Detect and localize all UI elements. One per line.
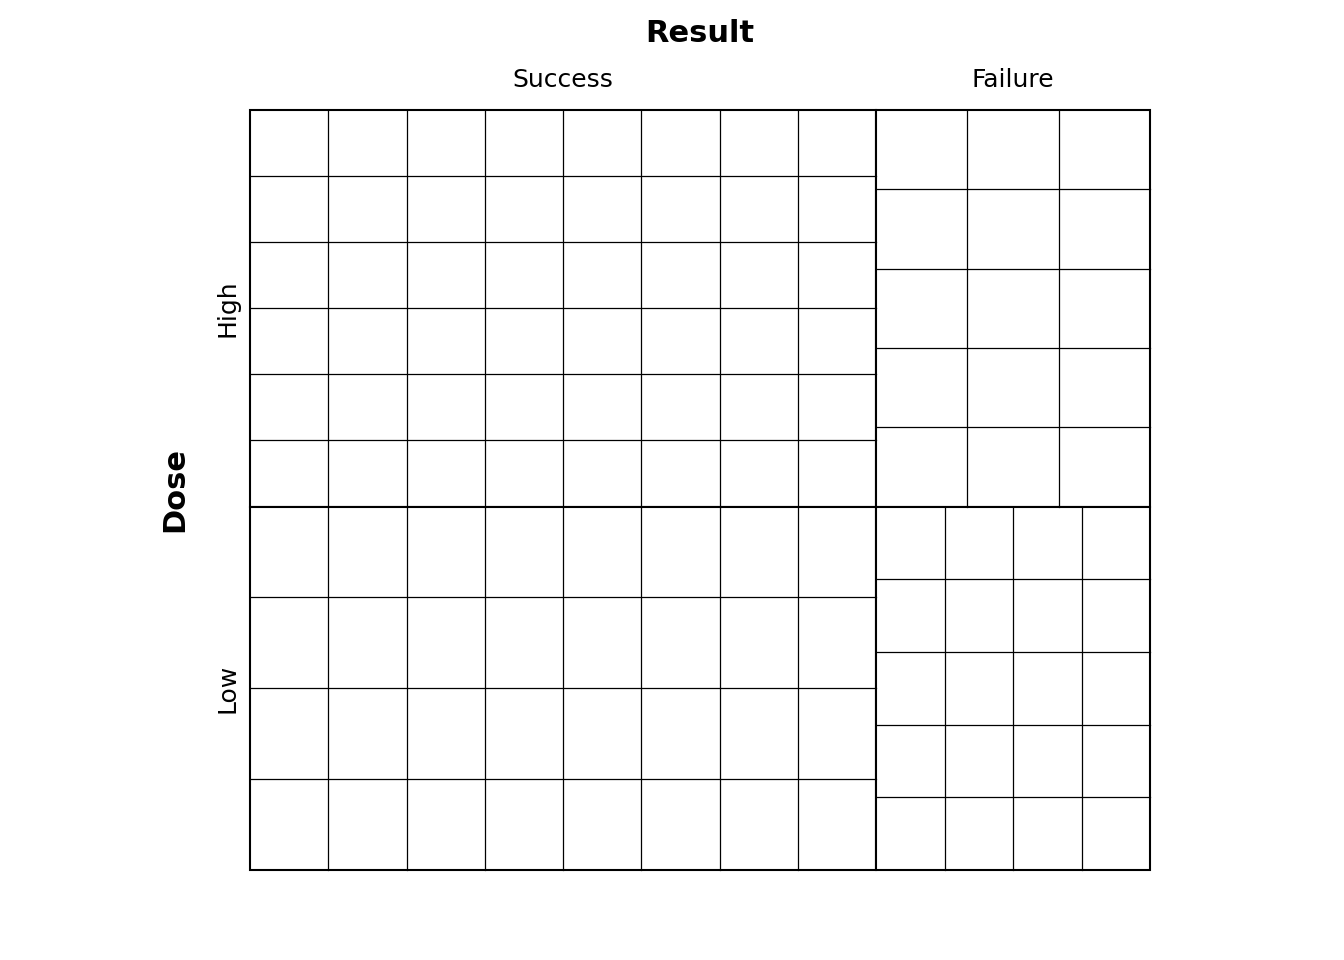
Text: Failure: Failure	[972, 68, 1054, 92]
Text: Low: Low	[216, 663, 241, 713]
Text: High: High	[216, 279, 241, 337]
Text: Success: Success	[512, 68, 613, 92]
Bar	[250, 110, 876, 507]
Bar	[876, 110, 1150, 507]
Bar	[876, 507, 1150, 870]
Bar	[250, 507, 876, 870]
Text: Result: Result	[645, 19, 754, 48]
Text: Dose: Dose	[160, 447, 190, 533]
